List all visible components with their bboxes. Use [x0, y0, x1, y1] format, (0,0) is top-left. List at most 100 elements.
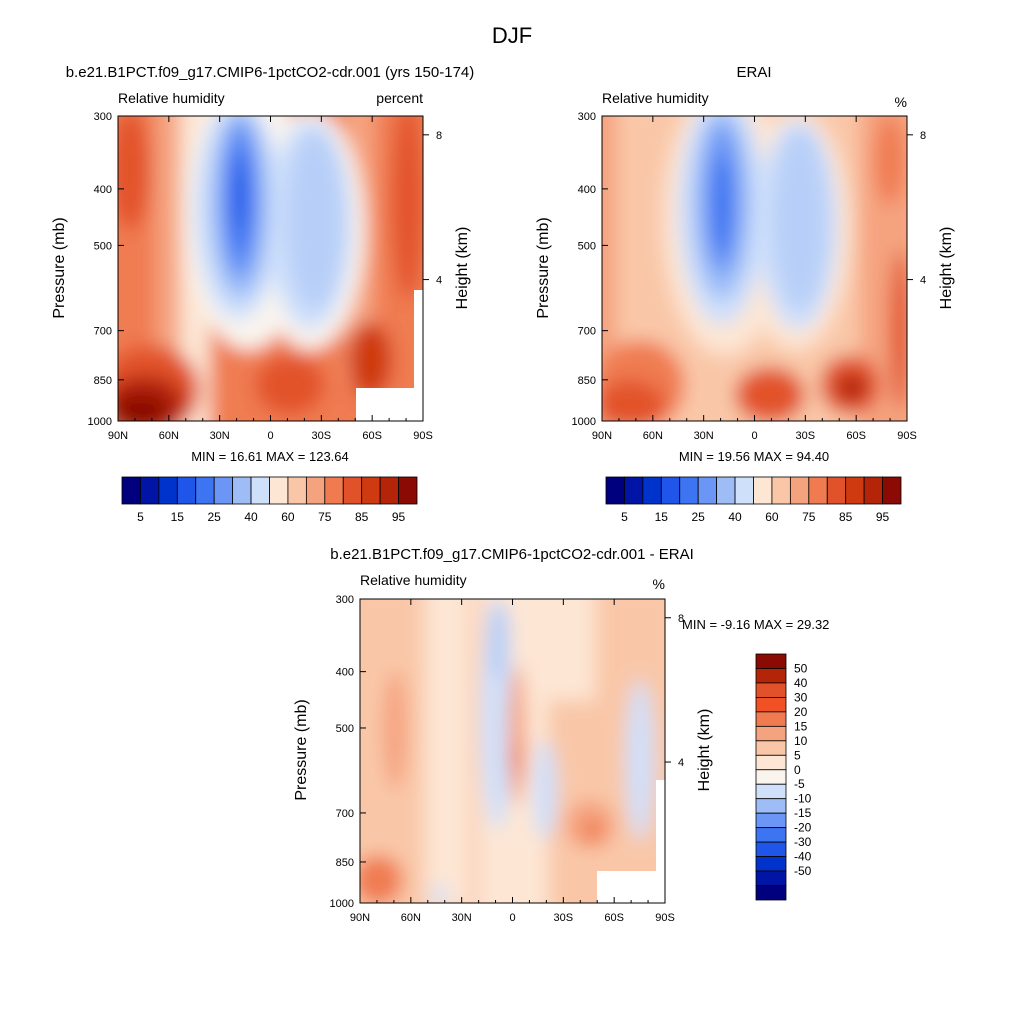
colorbar-box	[755, 682, 787, 698]
colorbar-label: 40	[794, 676, 808, 690]
field-blob	[772, 130, 828, 310]
y-tick-label: 300	[336, 594, 354, 606]
colorbar-box	[361, 476, 381, 505]
y-tick-label: 400	[578, 184, 596, 196]
colorbar-label: -20	[794, 821, 812, 835]
colorbar-label: 40	[244, 510, 258, 524]
x-tick-label: 30S	[312, 430, 332, 442]
y-tick-label: 500	[94, 240, 112, 252]
y-axis-label: Pressure (mb)	[535, 217, 552, 318]
colorbar-label: 75	[802, 510, 816, 524]
field-blob	[348, 322, 392, 398]
colorbar-box	[324, 476, 344, 505]
colorbar-label: -50	[794, 864, 812, 878]
colorbar-label: 60	[765, 510, 779, 524]
colorbar-label: 40	[728, 510, 742, 524]
colorbar-box	[755, 653, 787, 669]
colorbar-box	[826, 476, 847, 505]
y2-axis-label: Height (km)	[454, 227, 471, 310]
colorbar-label: 95	[392, 510, 406, 524]
colorbar-box	[195, 476, 215, 505]
colorbar-box	[269, 476, 289, 505]
left-string: Relative humidity	[602, 90, 709, 106]
field-blob	[602, 380, 665, 421]
field-blob	[486, 600, 510, 680]
colorbar-box	[755, 754, 787, 771]
colorbar-label: 0	[794, 763, 801, 777]
colorbar-label: 5	[621, 510, 628, 524]
x-tick-label: 90N	[592, 430, 612, 442]
x-tick-label: 30S	[796, 430, 816, 442]
field-blob	[890, 250, 907, 410]
x-tick-label: 60N	[643, 430, 663, 442]
y-tick-label: 500	[336, 723, 354, 735]
y2-tick-label: 4	[920, 275, 926, 287]
colorbar-box	[755, 769, 787, 785]
field-band	[425, 599, 470, 903]
left-string: Relative humidity	[118, 90, 225, 106]
field-blob	[432, 885, 448, 903]
colorbar-box	[158, 476, 178, 505]
y2-tick-label: 8	[436, 130, 442, 142]
missing-data-area	[656, 780, 665, 872]
colorbar-box	[755, 740, 787, 756]
field-band	[602, 116, 617, 421]
colorbar-box	[771, 476, 791, 505]
field-blob	[285, 130, 345, 310]
colorbar-box	[755, 870, 787, 886]
colorbar-label: 95	[876, 510, 890, 524]
panel-erai: ERAI Relative humidity %	[535, 64, 955, 524]
x-tick-label: 90S	[897, 430, 917, 442]
colorbar-label: -40	[794, 850, 812, 864]
colorbar-box	[755, 725, 787, 742]
x-tick-label: 90N	[108, 430, 128, 442]
y-tick-label: 850	[336, 857, 354, 869]
field-blob	[383, 670, 407, 790]
x-tick-label: 0	[751, 430, 757, 442]
y-axis-label: Pressure (mb)	[293, 699, 310, 800]
missing-data-area	[356, 388, 424, 422]
stats-text: MIN = -9.16 MAX = 29.32	[682, 617, 829, 632]
y-tick-label: 300	[578, 111, 596, 123]
colorbar-label: 85	[839, 510, 853, 524]
field-blob	[533, 740, 557, 840]
field-blob	[392, 116, 423, 300]
colorbar-box	[755, 827, 787, 843]
y2-axis-label: Height (km)	[938, 227, 955, 310]
right-string: percent	[376, 90, 423, 106]
colorbar-label: 60	[281, 510, 295, 524]
field-blob	[735, 367, 805, 421]
stats-text: MIN = 16.61 MAX = 123.64	[191, 449, 349, 464]
colorbar-box	[342, 476, 363, 505]
colorbar-box	[660, 476, 681, 505]
colorbar-box	[734, 476, 754, 505]
colorbar-box	[140, 476, 160, 505]
y-tick-label: 1000	[572, 416, 596, 428]
y-tick-label: 400	[94, 184, 112, 196]
colorbar-label: 30	[794, 690, 808, 704]
field-blob	[626, 680, 654, 840]
colorbar-box	[642, 476, 662, 505]
field-blob	[360, 855, 403, 903]
colorbar-box	[755, 856, 787, 872]
x-tick-label: 0	[267, 430, 273, 442]
field-blob	[875, 116, 905, 205]
colorbar-box	[250, 476, 270, 505]
field-blob	[583, 820, 603, 840]
colorbar-box	[789, 476, 810, 505]
y-axis-label: Pressure (mb)	[51, 217, 68, 318]
panel-title: ERAI	[736, 64, 771, 81]
colorbar-label: 5	[794, 748, 801, 762]
y2-tick-label: 8	[678, 613, 684, 625]
panel-title: b.e21.B1PCT.f09_g17.CMIP6-1pctCO2-cdr.00…	[330, 546, 694, 563]
colorbar-box	[398, 476, 418, 505]
colorbar-box	[755, 841, 787, 857]
x-tick-label: 90S	[655, 912, 675, 924]
missing-data-area	[414, 290, 424, 390]
y-tick-label: 700	[94, 326, 112, 338]
contour-field	[602, 116, 907, 421]
right-string: %	[895, 94, 907, 110]
x-tick-label: 30N	[452, 912, 472, 924]
colorbar-label: -10	[794, 792, 812, 806]
field-blob	[712, 155, 732, 255]
